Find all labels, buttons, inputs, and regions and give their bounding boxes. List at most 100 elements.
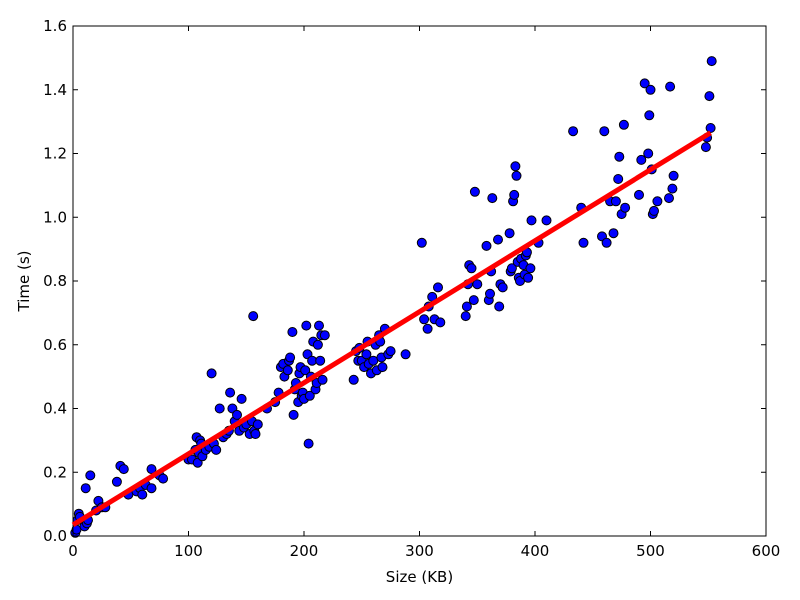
data-point xyxy=(288,409,299,420)
y-tick-label: 1.2 xyxy=(43,145,67,163)
data-point xyxy=(493,234,503,245)
data-point xyxy=(137,489,148,500)
data-point xyxy=(460,311,471,322)
data-point xyxy=(287,327,298,337)
data-point xyxy=(146,464,157,475)
data-point xyxy=(469,186,480,197)
fit-line xyxy=(71,130,712,527)
data-point xyxy=(578,237,589,248)
data-point xyxy=(461,301,472,312)
data-point xyxy=(504,228,515,239)
data-point xyxy=(214,403,225,414)
data-point xyxy=(481,240,492,251)
data-point xyxy=(523,272,534,283)
data-point xyxy=(526,215,537,226)
data-point xyxy=(608,228,619,239)
data-point xyxy=(225,387,236,398)
x-tick-label: 400 xyxy=(521,542,550,560)
data-point xyxy=(303,438,314,449)
data-point xyxy=(704,91,715,102)
data-point xyxy=(419,314,430,325)
fit-layer xyxy=(71,130,712,527)
data-point xyxy=(250,429,261,439)
data-point xyxy=(643,148,654,159)
y-tick-label: 1.6 xyxy=(43,17,67,35)
data-point xyxy=(645,84,656,95)
data-point xyxy=(506,263,517,274)
data-point xyxy=(599,126,610,137)
data-point xyxy=(613,174,624,184)
y-tick-label: 1.4 xyxy=(43,81,67,99)
data-point xyxy=(348,374,359,385)
data-point xyxy=(312,339,323,350)
data-point xyxy=(158,473,169,484)
data-point xyxy=(541,215,552,226)
data-point xyxy=(118,464,129,475)
x-axis-label: Size (KB) xyxy=(386,568,453,586)
data-point xyxy=(252,419,263,430)
y-tick-label: 0.6 xyxy=(43,336,67,354)
x-tick-label: 500 xyxy=(636,542,665,560)
data-point xyxy=(206,368,217,379)
data-point xyxy=(300,365,311,376)
data-point xyxy=(487,193,498,204)
data-point xyxy=(435,317,446,328)
data-point xyxy=(525,263,536,274)
data-point xyxy=(416,237,427,248)
data-point xyxy=(644,110,655,121)
data-point xyxy=(620,202,631,213)
data-point xyxy=(282,365,293,376)
data-point xyxy=(80,483,91,494)
data-point xyxy=(466,263,477,274)
data-point xyxy=(377,362,388,373)
data-point xyxy=(146,483,157,494)
data-point xyxy=(665,81,676,92)
data-point xyxy=(248,311,259,322)
data-point xyxy=(472,279,483,290)
x-tick-label: 100 xyxy=(174,542,203,560)
ticks-layer: 0 100 200 300 400 500 600 0.0 0.2 0.4 0.6 0.8 1.0 1.2… xyxy=(43,17,780,560)
y-axis-label: Time (s) xyxy=(15,251,33,313)
data-point xyxy=(510,161,521,172)
data-point xyxy=(634,189,644,200)
data-point xyxy=(700,142,711,153)
data-point xyxy=(649,205,659,216)
data-point xyxy=(301,320,312,331)
data-point xyxy=(433,282,443,293)
data-point xyxy=(511,170,522,181)
data-point xyxy=(314,320,324,331)
data-point xyxy=(400,349,411,360)
data-point xyxy=(705,123,716,133)
data-point xyxy=(706,56,717,67)
data-point xyxy=(468,295,479,306)
data-point xyxy=(361,349,372,360)
x-tick-label: 0 xyxy=(68,542,78,560)
data-point xyxy=(610,196,621,207)
data-point xyxy=(497,282,508,293)
data-point xyxy=(639,78,650,89)
y-tick-label: 0.4 xyxy=(43,400,67,418)
data-point xyxy=(614,151,625,162)
y-tick-label: 1.0 xyxy=(43,208,67,226)
y-tick-label: 0.2 xyxy=(43,463,67,481)
y-tick-label: 0.8 xyxy=(43,272,67,290)
data-point xyxy=(85,470,96,481)
data-point xyxy=(636,154,647,165)
data-point xyxy=(509,189,520,200)
data-point xyxy=(211,444,222,455)
data-point xyxy=(601,237,612,248)
data-point xyxy=(422,323,433,334)
data-point xyxy=(494,301,505,312)
data-point xyxy=(317,374,328,385)
data-point xyxy=(568,126,579,137)
data-point xyxy=(667,183,678,194)
data-point xyxy=(385,346,396,357)
data-point xyxy=(652,196,663,207)
data-point xyxy=(232,409,242,420)
data-point xyxy=(668,170,679,181)
data-point xyxy=(285,352,296,363)
data-point xyxy=(618,119,629,130)
data-point xyxy=(315,355,326,366)
